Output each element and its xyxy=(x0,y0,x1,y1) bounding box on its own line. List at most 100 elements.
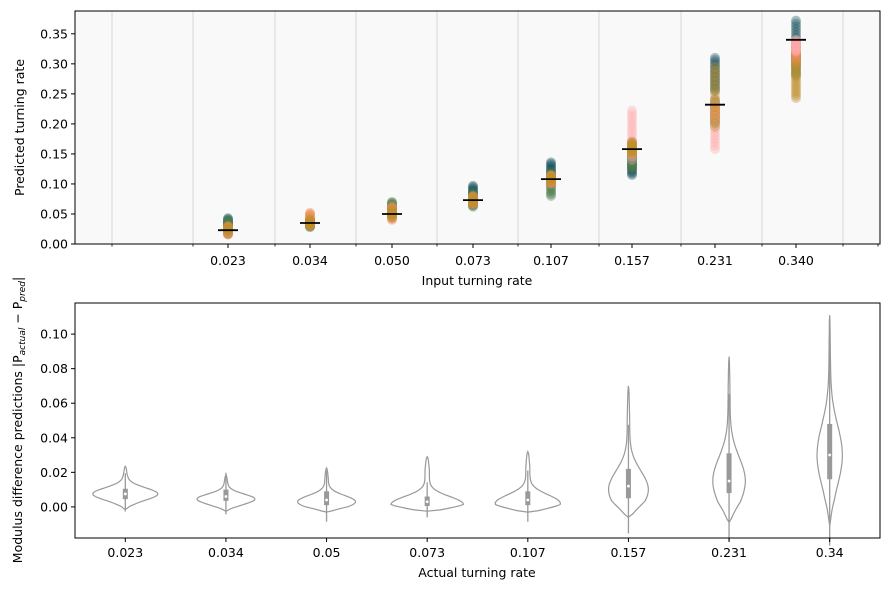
scatter-point xyxy=(710,106,720,117)
scatter-point xyxy=(791,18,801,29)
scatter-point xyxy=(546,168,556,179)
scatter-point xyxy=(305,213,315,224)
x-tick-label: 0.340 xyxy=(778,253,814,268)
scatter-point xyxy=(468,199,478,210)
scatter-point xyxy=(710,94,720,105)
scatter-point xyxy=(223,223,233,234)
scatter-point xyxy=(305,211,315,222)
scatter-point xyxy=(468,196,478,207)
scatter-point xyxy=(468,196,478,207)
scatter-point xyxy=(387,202,397,213)
scatter-point xyxy=(223,224,233,235)
scatter-point xyxy=(223,213,233,224)
scatter-point xyxy=(387,204,397,215)
scatter-point xyxy=(710,137,720,148)
scatter-point xyxy=(710,73,720,84)
scatter-point xyxy=(627,151,637,162)
scatter-point xyxy=(791,40,801,51)
scatter-point xyxy=(791,43,801,54)
scatter-point xyxy=(223,215,233,226)
violin-median xyxy=(325,498,328,502)
y-tick-label: 0.06 xyxy=(40,396,68,411)
scatter-point xyxy=(710,61,720,72)
scatter-point xyxy=(546,172,556,183)
scatter-point xyxy=(627,168,637,179)
y-tick-label: 0.20 xyxy=(40,116,68,131)
scatter-point xyxy=(223,220,233,231)
scatter-point xyxy=(791,50,801,61)
scatter-point xyxy=(468,187,478,198)
bottom-plot-area xyxy=(75,303,880,538)
scatter-point xyxy=(468,198,478,209)
scatter-point xyxy=(627,139,637,150)
violin-body xyxy=(297,466,357,513)
scatter-point xyxy=(710,77,720,88)
scatter-point xyxy=(791,54,801,65)
scatter-point xyxy=(387,203,397,214)
scatter-point xyxy=(791,65,801,76)
scatter-point xyxy=(627,151,637,162)
scatter-point xyxy=(305,213,315,224)
bottom-y-axis-label-minus: − P xyxy=(10,301,25,327)
scatter-point xyxy=(627,158,637,169)
scatter-point xyxy=(791,81,801,92)
scatter-point xyxy=(710,104,720,115)
scatter-point xyxy=(546,178,556,189)
scatter-point xyxy=(710,127,720,138)
scatter-point xyxy=(468,188,478,199)
scatter-point xyxy=(627,108,637,119)
scatter-point xyxy=(627,155,637,166)
scatter-point xyxy=(627,140,637,151)
scatter-point xyxy=(710,68,720,79)
scatter-point xyxy=(546,164,556,175)
scatter-point xyxy=(468,189,478,200)
scatter-point xyxy=(387,200,397,211)
violin-body xyxy=(712,356,747,524)
scatter-point xyxy=(791,70,801,81)
scatter-point xyxy=(223,215,233,226)
x-tick-label: 0.023 xyxy=(210,253,246,268)
scatter-point xyxy=(791,45,801,56)
scatter-point xyxy=(791,50,801,61)
scatter-point xyxy=(627,148,637,159)
scatter-point xyxy=(546,175,556,186)
scatter-point xyxy=(791,66,801,77)
scatter-point xyxy=(791,88,801,99)
scatter-point xyxy=(387,198,397,209)
scatter-point xyxy=(546,173,556,184)
scatter-point xyxy=(468,184,478,195)
top-plot-area xyxy=(75,11,880,244)
violin-box xyxy=(827,423,833,480)
scatter-point xyxy=(223,219,233,230)
scatter-point xyxy=(710,104,720,115)
scatter-point xyxy=(305,216,315,227)
scatter-point xyxy=(223,223,233,234)
scatter-point xyxy=(546,179,556,190)
top-y-ticks: 0.00 0.05 0.10 0.15 0.20 0.25 0.30 0.35 xyxy=(40,26,75,252)
top-plot-frame xyxy=(74,10,881,245)
scatter-point xyxy=(387,210,397,221)
scatter-point xyxy=(791,50,801,61)
scatter-point xyxy=(387,196,397,207)
scatter-point xyxy=(791,69,801,80)
scatter-point xyxy=(791,44,801,55)
bottom-y-axis-label-sub-pred: pred xyxy=(18,281,28,303)
scatter-point xyxy=(791,48,801,59)
y-tick-label: 0.02 xyxy=(40,465,68,480)
scatter-point xyxy=(387,207,397,218)
scatter-point xyxy=(546,186,556,197)
scatter-point xyxy=(387,212,397,223)
scatter-point xyxy=(791,39,801,50)
scatter-point xyxy=(387,207,397,218)
scatter-point xyxy=(468,191,478,202)
scatter-point xyxy=(468,196,478,207)
scatter-point xyxy=(305,216,315,227)
scatter-point xyxy=(710,110,720,121)
scatter-point xyxy=(387,201,397,212)
scatter-point xyxy=(627,162,637,173)
scatter-point xyxy=(305,222,315,233)
scatter-point xyxy=(387,197,397,208)
scatter-point xyxy=(791,44,801,55)
scatter-point xyxy=(305,218,315,229)
scatter-point xyxy=(223,226,233,237)
